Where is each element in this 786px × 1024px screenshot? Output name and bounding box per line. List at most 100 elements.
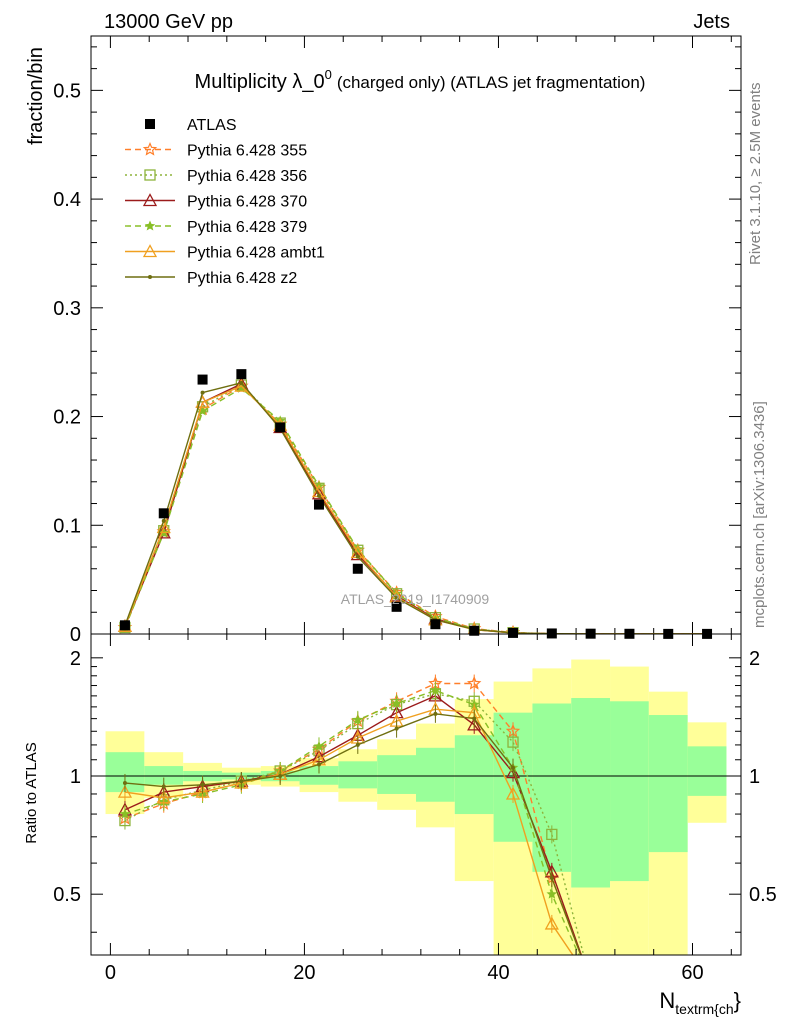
- data-point: [313, 499, 324, 510]
- ratio-point: [278, 774, 283, 779]
- main-ylabel: fraction/bin: [25, 47, 47, 145]
- legend-marker: [142, 141, 158, 156]
- ratio-point: [467, 717, 482, 731]
- uncertainty-band-green: [532, 703, 572, 872]
- series-point: [161, 518, 166, 523]
- ratio-point: [546, 828, 558, 841]
- chart-title-main: Multiplicity λ_0: [195, 71, 325, 93]
- ratio-point: [355, 742, 360, 747]
- series-point: [394, 596, 399, 601]
- data-point: [352, 563, 363, 574]
- legend-label: Pythia 6.428 379: [187, 219, 307, 236]
- ratio-point: [313, 740, 325, 751]
- ratio-ticks: 0.5 0.51 12 20 20 40 60: [53, 634, 777, 984]
- ratio-xtick-label: 20: [293, 962, 315, 984]
- ratio-xtick-label: 40: [487, 962, 509, 984]
- series-point: [311, 486, 327, 500]
- ratio-point: [394, 726, 399, 731]
- legend-label: Pythia 6.428 355: [187, 143, 307, 160]
- main-ytick-label: 0.3: [53, 298, 81, 320]
- series-line: [124, 384, 707, 634]
- watermark: ATLAS_2019_I1740909: [341, 591, 490, 607]
- chart-title: Multiplicity λ_00 (charged only) (ATLAS j…: [195, 67, 646, 93]
- series-point: [239, 380, 244, 385]
- data-point: [158, 508, 169, 519]
- series-line: [124, 385, 707, 634]
- data-point: [391, 601, 402, 612]
- main-ytick-label: 0.4: [53, 189, 81, 211]
- data-point: [236, 369, 247, 380]
- main-ytick-label: 0.1: [53, 515, 81, 537]
- main-ytick-label: 0: [70, 624, 81, 646]
- data-point: [119, 620, 130, 631]
- legend-marker: [142, 244, 158, 258]
- ratio-point: [316, 762, 321, 767]
- ratio-point: [239, 779, 244, 784]
- series-point: [200, 390, 205, 395]
- uncertainty-band-green: [416, 747, 455, 802]
- uncertainty-band-green: [454, 735, 494, 815]
- mcplots-label: mcplots.cern.ch [arXiv:1306.3436]: [751, 401, 768, 628]
- uncertainty-band-green: [144, 766, 184, 785]
- uncertainty-band-green: [338, 761, 378, 789]
- legend-label: Pythia 6.428 356: [187, 168, 307, 185]
- rivet-version-label: Rivet 3.1.10, ≥ 2.5M events: [747, 83, 764, 266]
- uncertainty-band-green: [377, 755, 416, 794]
- ratio-point: [472, 716, 477, 721]
- uncertainty-band-green: [648, 715, 688, 853]
- ratio-frame: [90, 633, 742, 956]
- ratio-point: [161, 784, 166, 789]
- ratio-point: [391, 698, 402, 708]
- main-data-points: [119, 369, 713, 639]
- legend-marker: [144, 220, 156, 231]
- legend-marker: [142, 193, 158, 207]
- ratio-ytick-label: 2: [70, 648, 81, 670]
- series-line: [124, 387, 707, 634]
- main-plot-area: [91, 36, 741, 634]
- ratio-point: [352, 714, 364, 725]
- uncertainty-band-green: [610, 701, 649, 882]
- data-point: [275, 422, 286, 433]
- ratio-point: [546, 888, 558, 899]
- ratio-xtick-label: 0: [105, 962, 116, 984]
- main-panel: 0 0.1 0.2 0.3 0.4 0.5 fraction/bin Multiplici…: [25, 35, 742, 646]
- data-point: [508, 627, 519, 638]
- ratio-point: [122, 780, 127, 785]
- ratio-ytick-label-right: 0.5: [749, 884, 777, 906]
- ratio-point: [544, 916, 559, 930]
- data-point: [430, 619, 441, 630]
- ratio-point: [433, 711, 438, 716]
- legend-marker-atlas: [145, 119, 155, 129]
- legend-label: Pythia 6.428 ambt1: [187, 245, 325, 262]
- x-axis-label-tail: }: [734, 988, 741, 1013]
- header-right-label: Jets: [693, 11, 730, 33]
- ratio-point: [549, 875, 554, 880]
- ratio-point: [430, 685, 441, 696]
- ratio-point: [511, 765, 516, 770]
- legend-label-atlas: ATLAS: [187, 117, 237, 134]
- chart-title-sup: 0: [325, 67, 332, 82]
- ratio-ytick-label: 0.5: [53, 884, 81, 906]
- header-left-label: 13000 GeV pp: [104, 11, 233, 33]
- ratio-ytick-label-right: 2: [749, 648, 760, 670]
- data-point: [197, 374, 208, 385]
- data-point: [469, 625, 480, 636]
- ratio-ylabel: Ratio to ATLAS: [23, 742, 40, 843]
- ratio-series: [117, 674, 585, 955]
- legend-marker: [144, 169, 156, 181]
- series-point: [316, 493, 321, 498]
- ratio-bands: [105, 659, 727, 955]
- series-point: [350, 547, 365, 561]
- ratio-point: [195, 784, 210, 798]
- main-ytick-label: 0.5: [53, 80, 81, 102]
- legend-marker: [148, 275, 152, 279]
- ratio-point: [200, 782, 205, 787]
- x-axis-label-main: N: [659, 988, 675, 1013]
- ratio-point: [507, 736, 519, 748]
- legend: ATLAS Pythia 6.428 355 Pythia 6.428 356 Pyt…: [125, 117, 325, 287]
- ratio-xtick-label: 60: [681, 962, 703, 984]
- ratio-point: [117, 784, 133, 798]
- chart-title-rest: (charged only) (ATLAS jet fragmentation): [337, 73, 646, 92]
- ratio-point: [119, 808, 131, 819]
